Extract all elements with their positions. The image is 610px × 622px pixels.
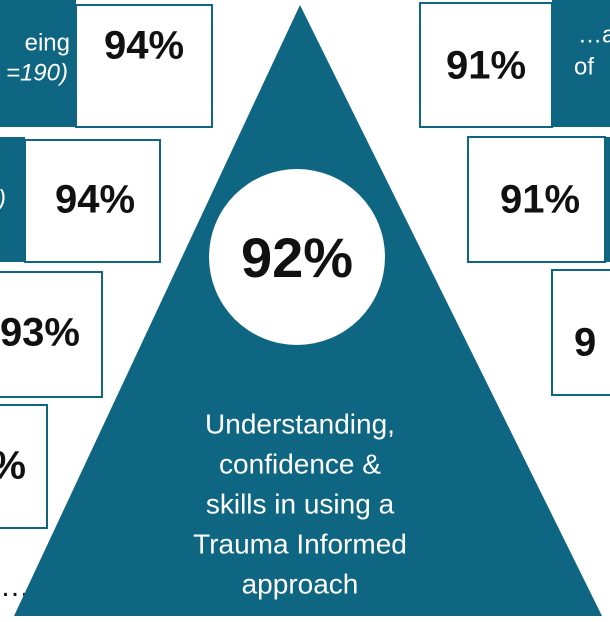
- caption-line: Trauma Informed: [193, 528, 407, 559]
- label: =190): [6, 59, 68, 86]
- value-box: [551, 269, 610, 396]
- label-panel: [0, 0, 76, 127]
- label: eing: [25, 29, 70, 56]
- value-box: [419, 2, 553, 128]
- value-box: [24, 139, 161, 263]
- caption-line: approach: [242, 568, 359, 599]
- value: 94%: [55, 178, 135, 222]
- value: 91%: [500, 178, 580, 222]
- label-panel: [0, 137, 25, 262]
- value: 91%: [446, 44, 526, 88]
- value: 94%: [104, 24, 184, 68]
- value: 93%: [0, 311, 80, 355]
- caption-line: skills in using a: [206, 488, 395, 519]
- value: %: [0, 444, 26, 488]
- label: ): [0, 185, 6, 212]
- center-value: 92%: [241, 226, 353, 289]
- value-box: [0, 271, 103, 398]
- caption-line: Understanding,: [205, 408, 395, 439]
- value: 9: [574, 321, 596, 365]
- caption: Understanding, confidence & skills in usin…: [193, 408, 407, 599]
- value-box: [0, 404, 48, 529]
- label: …a: [578, 21, 610, 48]
- label: of: [574, 53, 594, 80]
- label-panel: [552, 0, 610, 127]
- caption-line: confidence &: [219, 448, 381, 479]
- label-panel: [605, 137, 610, 262]
- value-box: [75, 4, 213, 128]
- center-circle: [209, 169, 385, 345]
